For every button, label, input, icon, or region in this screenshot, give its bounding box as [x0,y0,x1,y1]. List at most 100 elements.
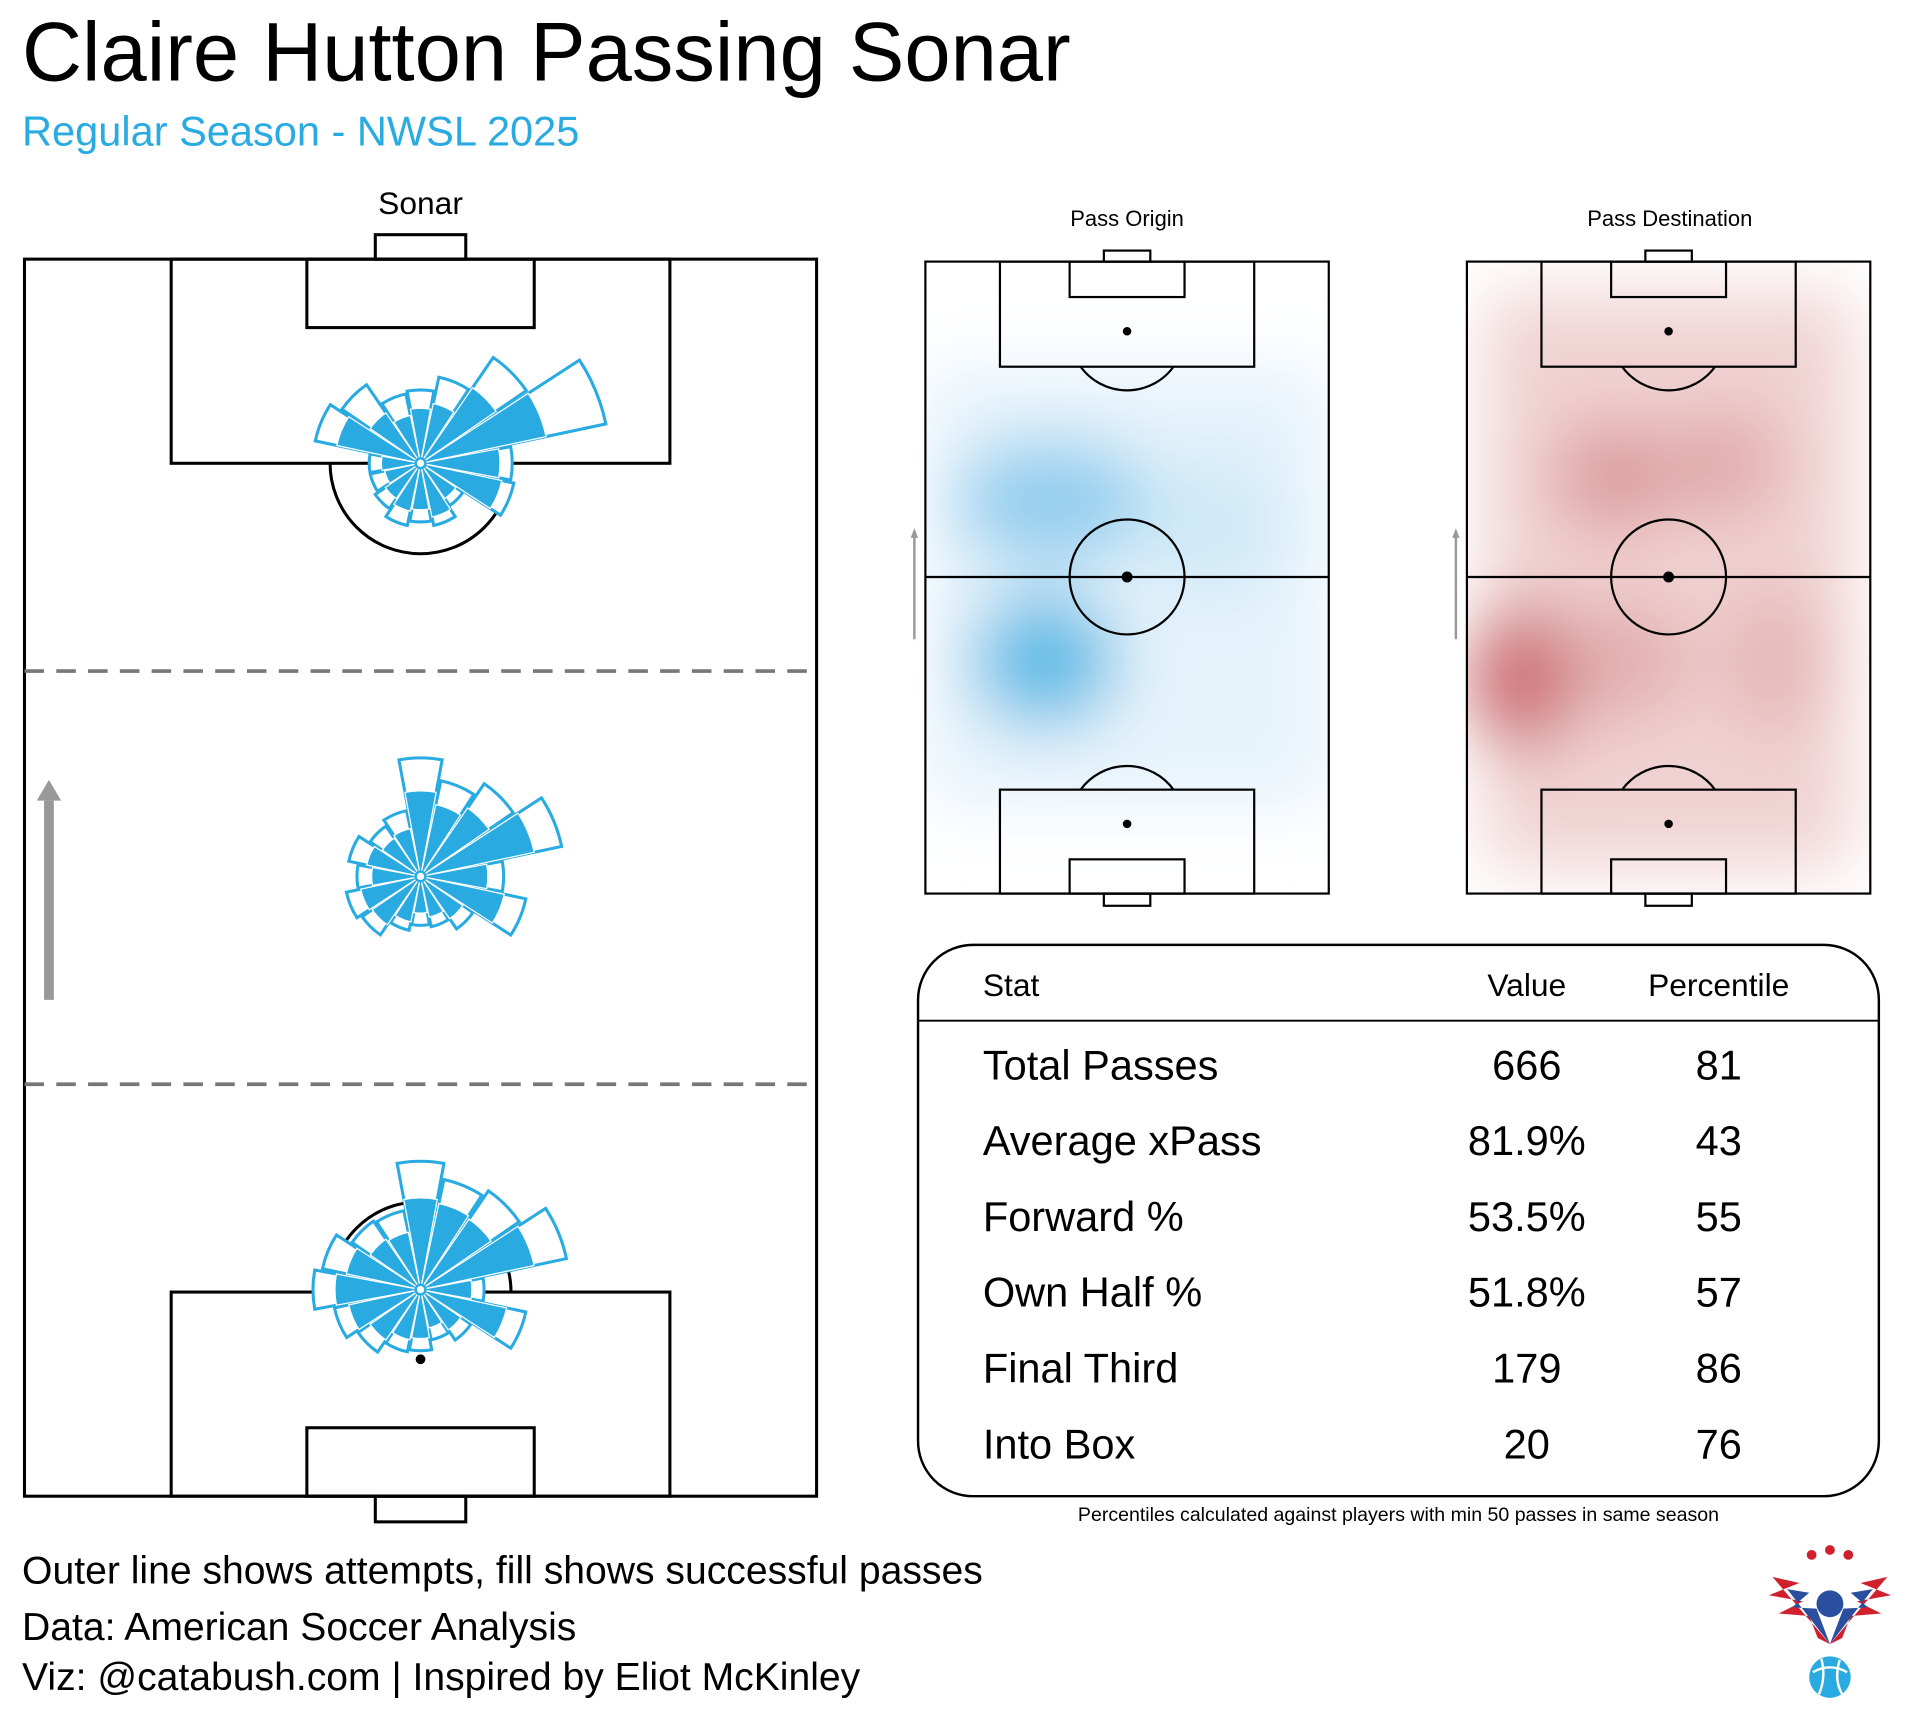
panel-title: Sonar [378,185,463,221]
sonar-completed [371,866,421,887]
sonar-completed [393,462,422,512]
table-cell: 20 [1504,1420,1550,1467]
sonar-center [414,1283,427,1296]
subtitle: Regular Season - NWSL 2025 [22,107,579,154]
footer-line: Outer line shows attempts, fill shows su… [22,1550,983,1593]
table-cell: 57 [1696,1269,1742,1316]
sonar-completed [419,1202,470,1290]
sonar-completed [411,463,430,511]
table-cell: Own Half % [983,1269,1202,1316]
table-cell: 55 [1696,1193,1742,1240]
sonars [311,355,608,1355]
sonar-completed [410,1289,431,1340]
sonar-completed [420,812,535,878]
logo [1768,1545,1892,1698]
footer-line: Viz: @catabush.com | Inspired by Eliot M… [22,1656,861,1699]
table-cell: Final Third [983,1344,1179,1391]
pitch-spot [1664,819,1673,829]
sonar-completed [420,1289,508,1339]
sonar-completed [420,863,489,890]
sonar-center [414,457,427,470]
pitch-line [1102,249,1152,263]
sonar-completed [420,875,464,920]
pitch-line [1621,366,1716,392]
sonar-completed [420,1225,535,1291]
pitch-spot [1664,326,1673,336]
table-cell: Average xPass [983,1117,1262,1164]
heatmap-destination: Pass Destination [1466,206,1852,868]
column-header: Value [1487,967,1566,1003]
sonar-completed [420,462,457,500]
sonar-completed [369,1289,422,1341]
footer-line: Data: American Soccer Analysis [22,1606,576,1649]
direction-arrow [1452,528,1460,538]
table-cell: Total Passes [983,1041,1219,1088]
pitch-spot [1122,819,1132,829]
sonar-completed [380,455,421,472]
pitch-line [1079,764,1175,791]
sonar-completed [366,845,421,878]
table-cell: 81.9% [1468,1117,1586,1164]
table-cell: Forward % [983,1193,1184,1240]
table-cell: 76 [1696,1420,1742,1467]
sonar-completed [420,448,501,479]
table-cell: 666 [1492,1041,1561,1088]
table-cell: 51.8% [1468,1269,1586,1316]
sonar-completed [394,876,422,923]
sonar-completed [336,415,421,464]
sonar-completed [419,402,455,464]
table-cell: Into Box [983,1420,1136,1467]
table-cell: 86 [1696,1344,1742,1391]
sonar-center [414,870,427,883]
sonar-completed [393,827,422,877]
sonar-completed [369,1238,422,1291]
sonar-completed [419,876,445,918]
sonar-completed [413,876,428,914]
direction-arrow [910,528,919,538]
sonar-completed [369,412,422,464]
sonar-completed [419,803,462,877]
pitch-line [1644,892,1693,907]
pitch-line [1079,366,1175,392]
sonar-completed [419,1289,443,1329]
panel-title: Pass Destination [1587,206,1752,231]
pitch-line [1068,858,1186,895]
sonar-completed [393,414,422,464]
title: Claire Hutton Passing Sonar [22,6,1071,99]
sonar-completed [387,1231,422,1290]
stats-table: Percentiles calculated against players w… [916,943,1881,1526]
sonar-completed [334,1273,421,1306]
sonar-completed [384,462,422,500]
sonar-completed [348,1289,421,1331]
sonar-completed [391,1289,422,1341]
pitch-line [1610,260,1728,299]
sonar-completed [420,1289,462,1331]
sonar-completed [383,462,421,485]
sonar-completed [409,407,432,464]
heatmap-origin: Pass Origin [925,206,1329,807]
pitch-line [1621,764,1716,791]
sonar-completed [345,1247,421,1291]
pitch-spot [1122,326,1132,336]
sonar-completed [420,1218,492,1291]
sonar-completed [360,875,421,911]
small-pitches [910,249,1872,907]
sonar-completed [371,875,422,926]
pitch-line [998,260,1256,368]
sonar-completed [420,1279,473,1300]
table-cell: 179 [1492,1344,1561,1391]
pitch-line [1610,518,1728,636]
panel-title: Pass Origin [1070,206,1184,231]
pitch-spot [1663,571,1675,583]
sonar-completed [419,462,452,518]
pitch-line [1068,518,1186,636]
table-cell: 81 [1696,1041,1742,1088]
sonar-completed [420,875,505,924]
column-header: Percentile [1648,967,1789,1003]
table-cell: 43 [1696,1117,1742,1164]
sonar-completed [420,386,497,464]
table-cell: 53.5% [1468,1193,1586,1240]
sonar-completed [420,392,547,464]
sonar-completed [420,807,490,877]
